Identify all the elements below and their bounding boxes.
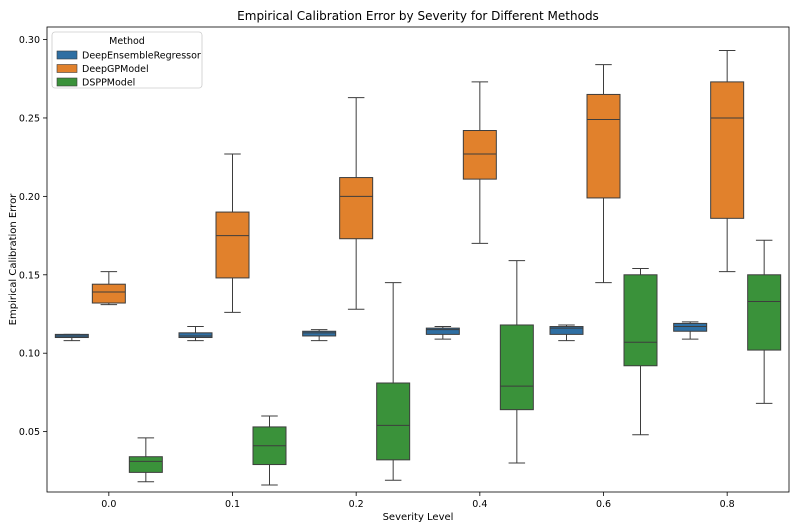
box-iqr — [673, 322, 708, 332]
box-iqr — [376, 382, 411, 461]
box-DeepGPModel-0.0 — [91, 271, 126, 306]
x-tick-label: 0.6 — [596, 499, 611, 510]
box-DeepEnsembleRegressor-0.8 — [673, 321, 708, 340]
legend-items: DeepEnsembleRegressor DeepGPModel DSPPMode… — [56, 50, 201, 89]
y-axis-label: Empirical Calibration Error — [8, 193, 19, 326]
box-DSPPModel-0.0 — [128, 437, 163, 483]
box-iqr — [425, 327, 460, 335]
box-iqr — [215, 211, 250, 279]
box-DeepGPModel-0.2 — [339, 97, 374, 310]
box-DeepGPModel-0.6 — [586, 64, 621, 284]
box-iqr — [499, 324, 534, 411]
box-DSPPModel-0.2 — [376, 282, 411, 481]
legend: Method DeepEnsembleRegressorDeepGPModelD… — [51, 31, 203, 89]
legend-label: DSPPModel — [82, 78, 135, 89]
box-DeepEnsembleRegressor-0.4 — [425, 326, 460, 340]
x-tick-label: 0.1 — [225, 499, 240, 510]
box-iqr — [178, 332, 213, 339]
legend-swatch — [56, 64, 78, 73]
plot-frame — [46, 26, 790, 493]
y-tick-label: 0.05 — [19, 427, 40, 438]
box-DSPPModel-0.8 — [747, 239, 782, 404]
legend-label: DeepEnsembleRegressor — [82, 51, 201, 62]
y-tick-label: 0.10 — [19, 349, 40, 360]
box-iqr — [302, 330, 337, 337]
legend-title: Method — [109, 36, 145, 47]
y-axis: 0.05 0.10 0.15 0.20 0.25 0.30 — [19, 35, 47, 438]
legend-swatch — [56, 77, 78, 87]
box-DSPPModel-0.1 — [252, 415, 287, 486]
y-tick-label: 0.25 — [19, 113, 40, 124]
box-iqr — [549, 326, 584, 335]
box-iqr — [339, 177, 374, 240]
box-DeepEnsembleRegressor-0.6 — [549, 324, 584, 342]
chart-title: Empirical Calibration Error by Severity … — [237, 9, 599, 23]
legend-label: DeepGPModel — [82, 64, 149, 75]
box-DeepEnsembleRegressor-0.2 — [302, 329, 337, 342]
legend-swatch — [56, 50, 78, 60]
box-DeepGPModel-0.4 — [462, 81, 497, 244]
box-iqr — [623, 274, 658, 367]
y-tick-label: 0.30 — [19, 35, 40, 46]
x-axis: 0.0 0.1 0.2 0.4 0.6 0.8 — [101, 492, 735, 510]
box-DeepEnsembleRegressor-0.0 — [54, 333, 89, 342]
box-DeepEnsembleRegressor-0.1 — [178, 326, 213, 342]
box-DeepGPModel-0.8 — [710, 50, 745, 273]
y-tick-label: 0.20 — [19, 192, 40, 203]
box-iqr — [710, 81, 745, 219]
box-iqr — [91, 283, 126, 304]
box-iqr — [128, 456, 163, 473]
y-tick-label: 0.15 — [19, 270, 40, 281]
box-DSPPModel-0.6 — [623, 268, 658, 436]
boxes-layer — [54, 50, 782, 486]
box-DeepGPModel-0.1 — [215, 153, 250, 313]
legend-frame — [51, 31, 203, 89]
x-axis-label: Severity Level — [383, 512, 454, 523]
x-tick-label: 0.4 — [472, 499, 487, 510]
x-tick-label: 0.0 — [101, 499, 116, 510]
x-tick-label: 0.2 — [349, 499, 364, 510]
box-DSPPModel-0.4 — [499, 260, 534, 464]
box-iqr — [747, 274, 782, 351]
box-iqr — [586, 93, 621, 199]
x-tick-label: 0.8 — [720, 499, 735, 510]
box-iqr — [462, 130, 497, 180]
